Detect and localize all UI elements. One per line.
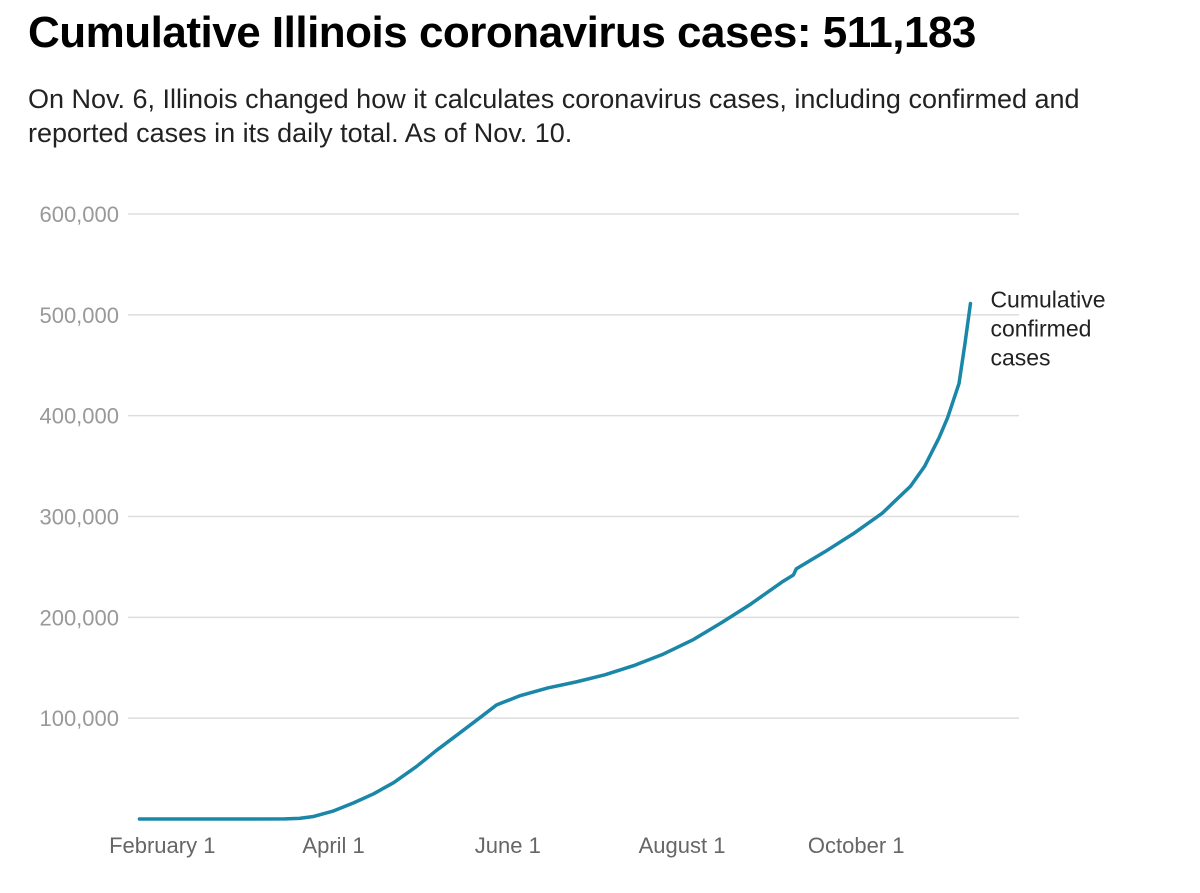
x-axis-ticks: February 1 April 1 June 1 August 1 October 1 <box>109 833 904 858</box>
x-tick-label: April 1 <box>302 833 364 858</box>
x-tick-label: February 1 <box>109 833 215 858</box>
y-tick-label: 400,000 <box>39 404 119 429</box>
gridlines <box>128 213 1019 719</box>
x-tick-label: August 1 <box>639 833 726 858</box>
series-label-line: cases <box>990 345 1050 371</box>
y-tick-label: 200,000 <box>39 605 119 630</box>
y-tick-label: 300,000 <box>39 505 119 530</box>
series-labels: Cumulative confirmed cases <box>990 287 1105 371</box>
x-tick-label: October 1 <box>808 833 905 858</box>
chart-subtitle: On Nov. 6, Illinois changed how it calcu… <box>28 84 1080 148</box>
y-tick-label: 500,000 <box>39 303 119 328</box>
y-axis-ticks: 100,000 200,000 300,000 400,000 500,000 600,0… <box>39 202 119 731</box>
chart-title: Cumulative Illinois coronavirus cases: 5… <box>28 8 976 57</box>
series-line <box>137 301 973 821</box>
series-label-line: Cumulative <box>990 287 1105 313</box>
y-tick-label: 100,000 <box>39 706 119 731</box>
x-tick-label: June 1 <box>475 833 541 858</box>
series-layer <box>137 301 973 821</box>
series-label-line: confirmed <box>990 316 1091 342</box>
y-tick-label: 600,000 <box>39 202 119 227</box>
